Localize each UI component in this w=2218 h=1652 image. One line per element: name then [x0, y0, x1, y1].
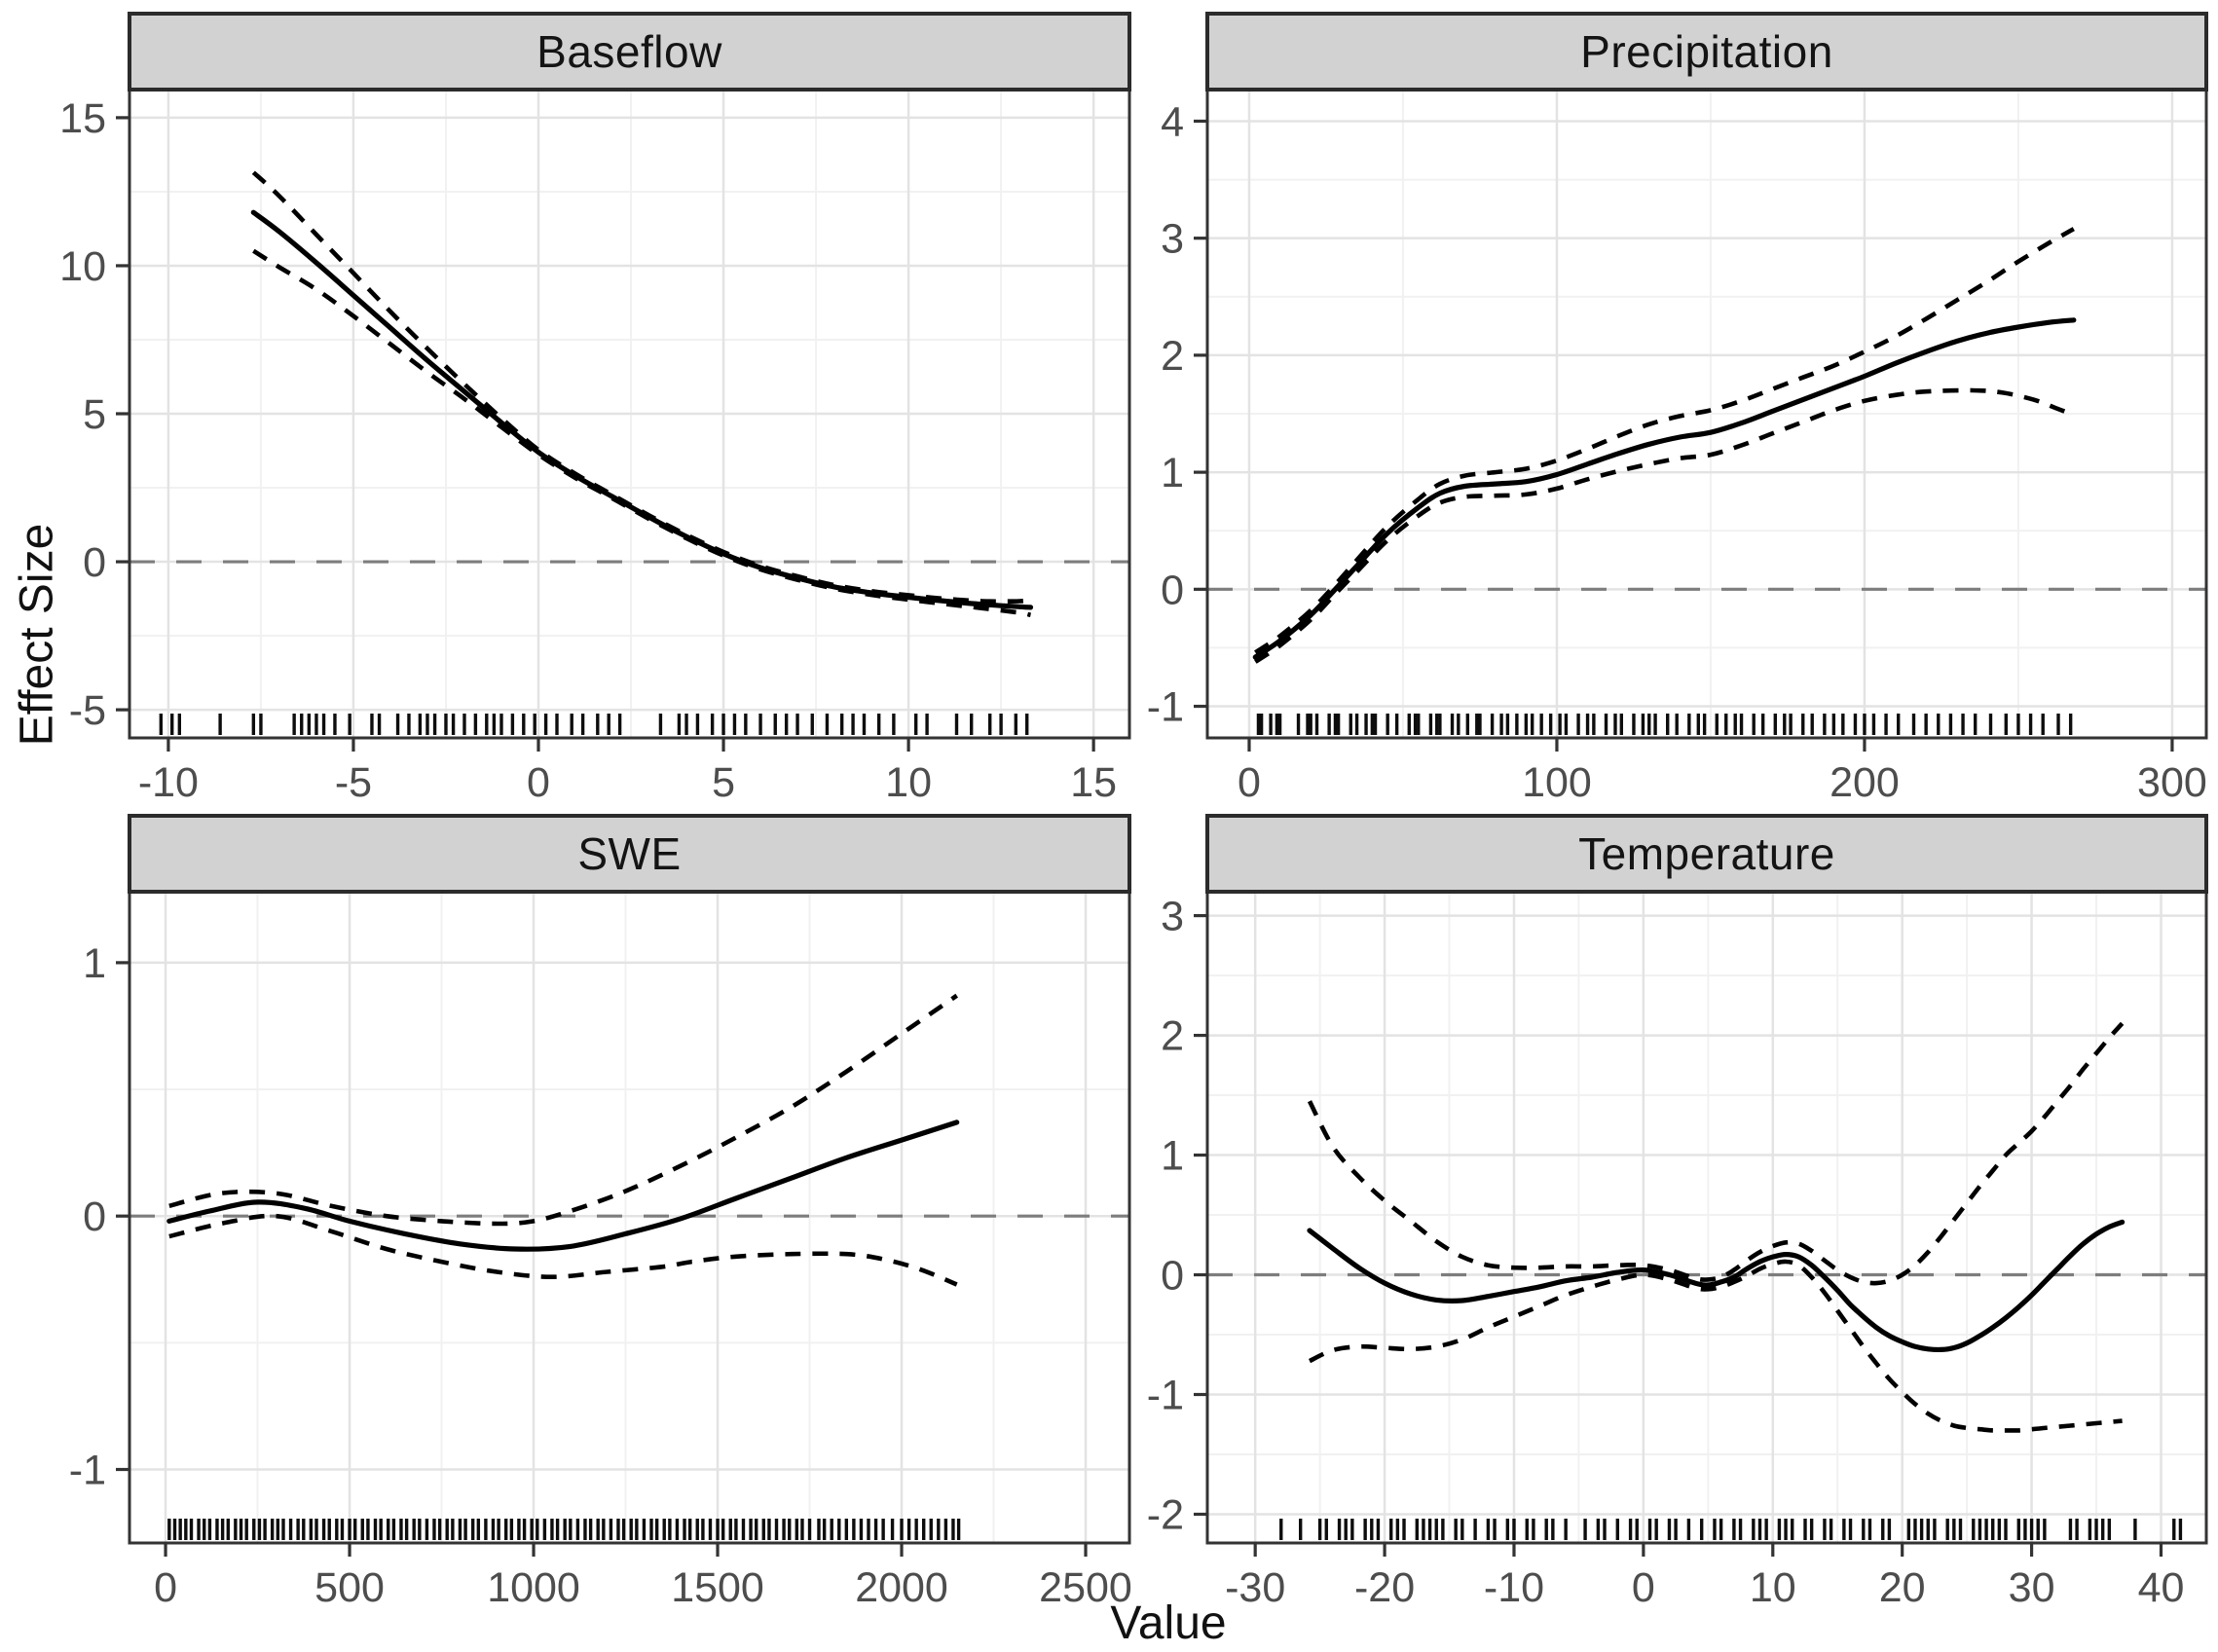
- x-tick-label: 0: [1238, 759, 1261, 806]
- y-tick-label: 0: [1161, 567, 1184, 613]
- facet-strip-swe: SWE: [577, 828, 682, 879]
- y-tick-label: 5: [83, 391, 106, 438]
- y-tick-label: 2: [1161, 1013, 1184, 1060]
- panel-precipitation: 0 100 200 300 -1 0 1 2 3 4: [1147, 12, 2208, 806]
- x-tick-label: 0: [154, 1564, 177, 1611]
- y-tick-label: -5: [69, 687, 106, 734]
- x-tick-label: 1500: [671, 1564, 764, 1611]
- x-tick-label: -30: [1225, 1564, 1285, 1611]
- rug-marks: [1279, 1519, 2183, 1540]
- panel-background: [129, 892, 1129, 1543]
- facet-strip: [128, 12, 1131, 92]
- lower-ci-curve: [168, 1213, 958, 1287]
- panel-background: [1207, 892, 2206, 1543]
- x-tick-label: -10: [138, 759, 199, 806]
- lower-ci-curve: [1308, 1259, 2123, 1433]
- x-tick-label: 40: [2138, 1564, 2185, 1611]
- y-tick-label: -1: [69, 1448, 106, 1494]
- y-tick-label: 4: [1161, 98, 1184, 145]
- x-tick-label: 1000: [487, 1564, 580, 1611]
- y-tick-label: -2: [1147, 1491, 1184, 1538]
- y-tick-label: 3: [1161, 216, 1184, 263]
- x-tick-label: 200: [1830, 759, 1900, 806]
- x-tick-label: -20: [1354, 1564, 1415, 1611]
- y-axis-title: Effect Size: [11, 523, 63, 747]
- x-tick-label: -10: [1484, 1564, 1544, 1611]
- y-tick-label: 1: [83, 940, 106, 987]
- facet-strip: [128, 814, 1131, 894]
- facet-strip: [1205, 814, 2208, 894]
- y-tick-label: 10: [59, 243, 106, 290]
- upper-ci-curve: [168, 993, 959, 1227]
- x-tick-label: 10: [885, 759, 932, 806]
- x-tick-label: 30: [2009, 1564, 2055, 1611]
- x-tick-label: 5: [712, 759, 735, 806]
- rug-marks: [1256, 714, 2073, 735]
- panel-swe: 0 500 1000 1500 2000 2500 -1 0 1: [69, 814, 1132, 1611]
- facet-strip-temperature: Temperature: [1578, 828, 1835, 879]
- fit-curve: [250, 209, 1034, 610]
- facet-strip-baseflow: Baseflow: [536, 26, 722, 77]
- x-tick-label: 500: [314, 1564, 385, 1611]
- x-tick-label: 15: [1070, 759, 1117, 806]
- fit-curve: [1252, 317, 2077, 660]
- rug-marks: [167, 1519, 961, 1540]
- x-tick-label: 20: [1879, 1564, 1926, 1611]
- y-tick-label: 1: [1161, 450, 1184, 496]
- fit-curve: [166, 1120, 960, 1252]
- x-tick-label: 0: [1632, 1564, 1655, 1611]
- panel-baseflow: -10 -5 0 5 10 15 -5 0 5 10 15: [59, 12, 1131, 806]
- upper-ci-curve: [1254, 227, 2075, 655]
- x-tick-label: 10: [1750, 1564, 1796, 1611]
- y-tick-label: 1: [1161, 1133, 1184, 1180]
- upper-ci-curve: [1307, 1021, 2125, 1286]
- y-tick-label: 0: [83, 539, 106, 586]
- y-tick-label: 3: [1161, 894, 1184, 940]
- y-tick-label: -1: [1147, 1373, 1184, 1419]
- rug-marks: [159, 714, 1029, 735]
- x-tick-label: 2000: [855, 1564, 948, 1611]
- y-tick-label: 2: [1161, 333, 1184, 380]
- x-tick-label: 0: [527, 759, 550, 806]
- y-tick-label: -1: [1147, 684, 1184, 731]
- facet-strip: [1205, 12, 2208, 92]
- x-tick-label: 2500: [1039, 1564, 1132, 1611]
- x-axis-title: Value: [1110, 1597, 1227, 1649]
- y-tick-label: 0: [1161, 1253, 1184, 1300]
- lower-ci-curve: [1254, 387, 2075, 664]
- x-tick-label: 100: [1522, 759, 1592, 806]
- x-tick-label: -5: [335, 759, 372, 806]
- y-tick-label: 0: [83, 1193, 106, 1240]
- y-tick-label: 15: [59, 95, 106, 142]
- fit-curve: [1307, 1219, 2126, 1353]
- facet-strip-precipitation: Precipitation: [1580, 26, 1833, 77]
- x-tick-label: 300: [2137, 759, 2207, 806]
